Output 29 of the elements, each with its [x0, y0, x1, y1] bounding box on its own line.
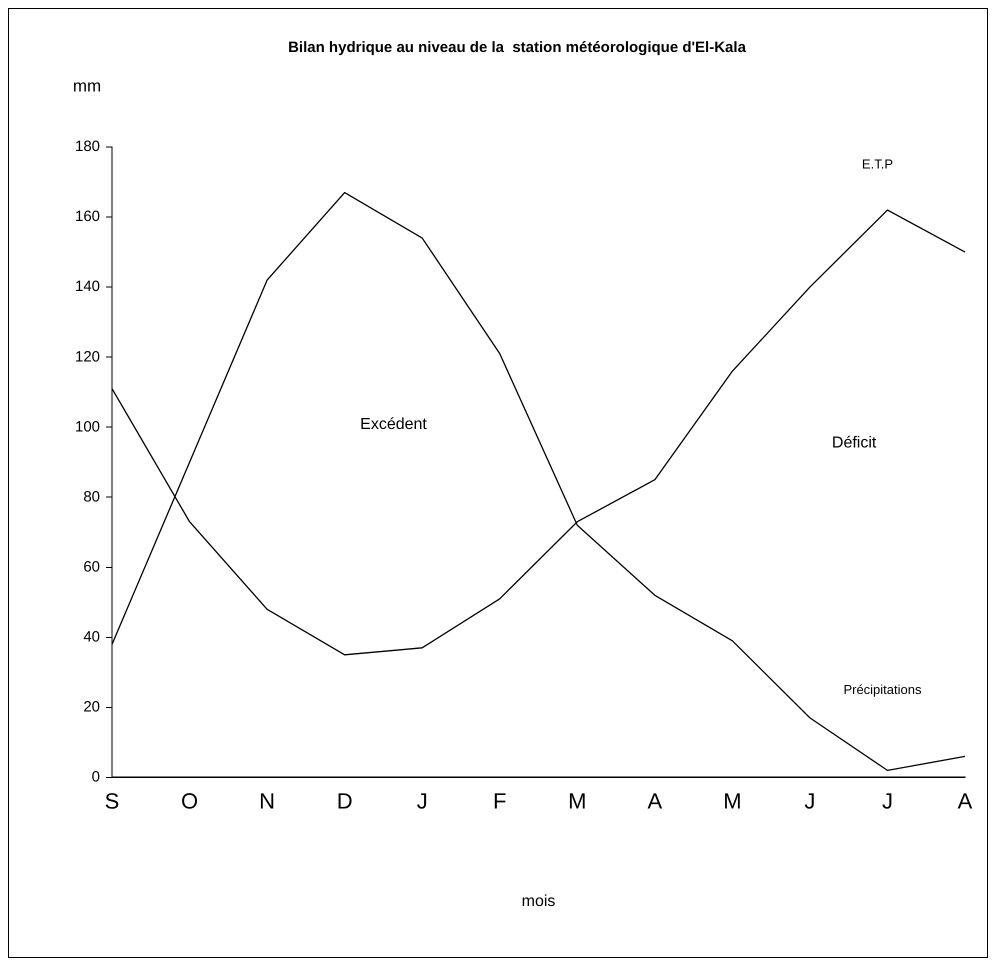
- x-tick-label: J: [416, 788, 428, 814]
- x-tick-label: A: [647, 788, 662, 814]
- y-tick-label: 0: [92, 768, 100, 786]
- y-tick-label: 80: [83, 488, 100, 506]
- x-tick-label: M: [723, 788, 742, 814]
- y-tick-label: 160: [74, 208, 100, 226]
- x-tick-label: J: [882, 788, 893, 814]
- x-tick-label: M: [568, 788, 586, 814]
- y-tick-label: 20: [83, 698, 100, 716]
- x-tick-label: D: [336, 788, 353, 814]
- y-tick-label: 180: [74, 138, 100, 156]
- text: E.T.P: [862, 156, 893, 172]
- y-tick-label: 120: [74, 348, 100, 366]
- annotation: Déficit: [832, 434, 877, 452]
- x-tick-label: J: [804, 788, 816, 814]
- x-tick-label: N: [259, 788, 276, 814]
- y-tick-label: 60: [83, 558, 100, 576]
- annotation: Excédent: [360, 416, 428, 433]
- y-tick-label: 140: [74, 278, 100, 296]
- x-tick-label: F: [493, 788, 506, 814]
- x-tick-label: S: [104, 788, 120, 814]
- y-tick-label: 40: [83, 628, 100, 646]
- text: Précipitations: [843, 682, 922, 697]
- x-tick-label: A: [958, 788, 973, 814]
- x-tick-label: O: [181, 788, 198, 814]
- chart-title: Bilan hydrique au niveau de la station météorologique d'El-Kala: [288, 39, 747, 56]
- y-tick-label: 100: [74, 418, 100, 436]
- y-axis-title: mm: [72, 76, 102, 96]
- x-axis-title: mois: [522, 892, 556, 910]
